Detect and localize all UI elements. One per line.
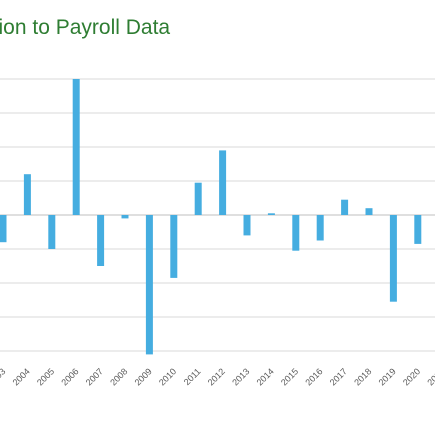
bar-2013 xyxy=(243,215,251,236)
bar-2004 xyxy=(23,174,31,215)
bar-2015 xyxy=(292,215,300,251)
x-tick-label-2013: 2013 xyxy=(230,366,251,387)
x-tick-label-2006: 2006 xyxy=(59,366,80,387)
bar-2018 xyxy=(365,208,373,215)
x-tick-label-2007: 2007 xyxy=(84,366,105,387)
x-tick-label-2010: 2010 xyxy=(157,366,178,387)
bar-2016 xyxy=(316,215,324,241)
x-tick-label-2012: 2012 xyxy=(206,366,227,387)
bar-2019 xyxy=(389,215,397,302)
x-tick-label-2009: 2009 xyxy=(133,366,154,387)
x-tick-label-2011: 2011 xyxy=(182,366,203,387)
chart-title: sion to Payroll Data xyxy=(0,16,171,39)
x-tick-label-2003: 2003 xyxy=(0,366,7,387)
x-tick-label-2018: 2018 xyxy=(352,366,373,387)
x-tick-label-2014: 2014 xyxy=(255,366,276,387)
x-tick-label-2008: 2008 xyxy=(108,366,129,387)
bar-2010 xyxy=(170,215,178,278)
bar-2008 xyxy=(121,215,129,219)
x-tick-label-2019: 2019 xyxy=(377,366,398,387)
x-tick-label-2015: 2015 xyxy=(279,366,300,387)
bar-2003 xyxy=(0,215,7,243)
bar-2011 xyxy=(194,182,202,215)
gridlines xyxy=(0,78,435,352)
x-tick-label-2017: 2017 xyxy=(328,366,349,387)
bar-2005 xyxy=(48,215,56,249)
bar-2009 xyxy=(145,215,153,355)
x-tick-label-2021: 2021 xyxy=(425,366,435,387)
x-tick-label-2016: 2016 xyxy=(303,366,324,387)
bar-2017 xyxy=(341,199,349,215)
x-tick-labels: 2003 2004 2005 2006 2007 2008 2009 2010 2011 2012… xyxy=(0,366,435,387)
x-tick-label-2020: 2020 xyxy=(401,366,422,387)
bar-2014 xyxy=(267,213,275,215)
bar-series xyxy=(0,79,422,355)
x-tick-label-2004: 2004 xyxy=(11,366,32,387)
bar-2007 xyxy=(97,215,105,266)
bar-2012 xyxy=(219,150,227,215)
bar-2020 xyxy=(414,215,422,244)
bar-2006 xyxy=(72,79,80,215)
x-tick-label-2005: 2005 xyxy=(35,366,56,387)
